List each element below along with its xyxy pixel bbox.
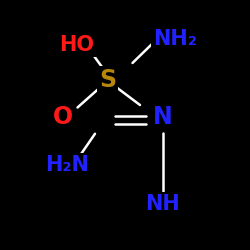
Text: NH: NH: [145, 194, 180, 214]
Text: NH₂: NH₂: [153, 29, 197, 49]
Text: H₂N: H₂N: [46, 155, 90, 175]
Text: O: O: [52, 106, 72, 130]
Text: N: N: [152, 106, 172, 130]
Text: HO: HO: [59, 35, 94, 55]
Text: S: S: [99, 68, 116, 92]
